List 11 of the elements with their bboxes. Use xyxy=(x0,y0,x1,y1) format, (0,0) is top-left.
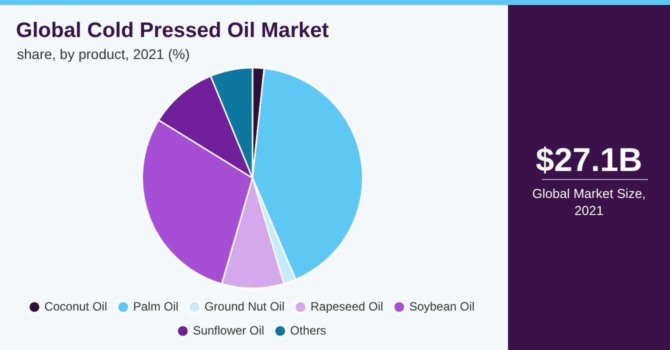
legend-label: Coconut Oil xyxy=(44,299,108,314)
legend-label: Ground Nut Oil xyxy=(204,299,285,314)
legend-label: Others xyxy=(290,323,326,338)
legend-label: Palm Oil xyxy=(133,299,178,314)
text: $27.1B xyxy=(534,141,644,179)
text: Global Market Size, 2021 xyxy=(531,185,647,219)
legend-label: Rapeseed Oil xyxy=(310,299,384,314)
chart-subtitle: share, by product, 2021 (%) xyxy=(17,46,190,62)
legend-label: Sunflower Oil xyxy=(192,323,264,338)
chart-title: Global Cold Pressed Oil Market xyxy=(16,19,329,43)
legend-label: Soybean Oil xyxy=(409,299,475,314)
